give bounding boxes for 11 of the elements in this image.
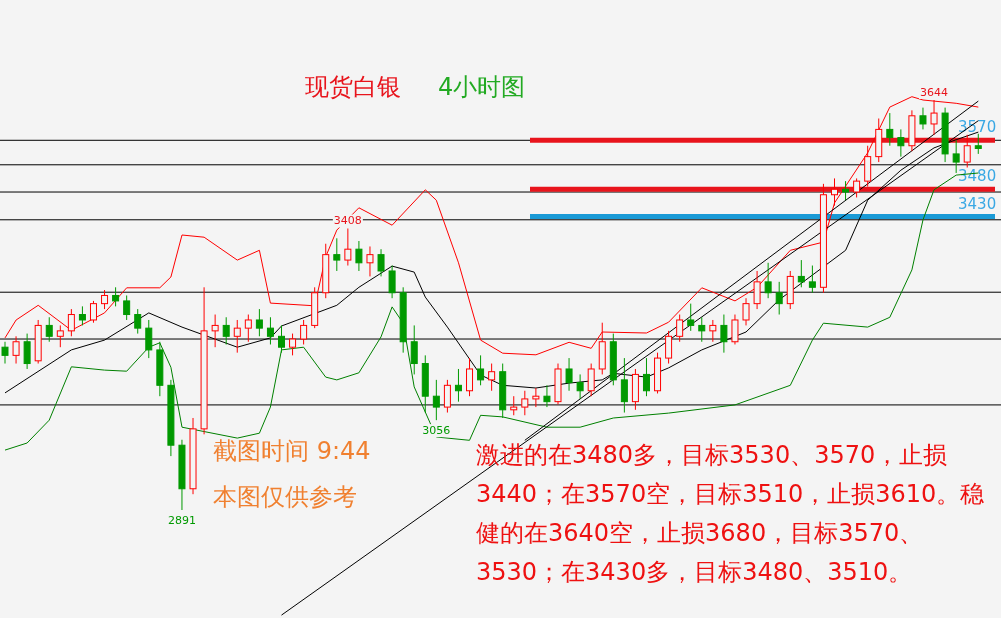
chart-subtitle: 4小时图 (438, 73, 526, 101)
chart-title: 现货白银 (305, 73, 401, 101)
annotation: 3644 (920, 86, 949, 99)
annotation: 3056 (422, 424, 451, 438)
ref-line-label: 3430 (958, 194, 997, 213)
ref-line-label: 3480 (958, 167, 997, 186)
annotation: 本图仅供参考 (213, 482, 358, 513)
annotation: 截图时间 9:44 (213, 437, 371, 465)
annotation: 激进的在3480多，目标3530、3570，止损3440；在3570空，目标3510，止损3610。稳健的在3640空，止损3680，目标3570、3530；在3430多，目标3480、3510。 (476, 440, 986, 588)
annotation: 2891 (167, 514, 196, 527)
annotation: 3408 (333, 214, 362, 228)
